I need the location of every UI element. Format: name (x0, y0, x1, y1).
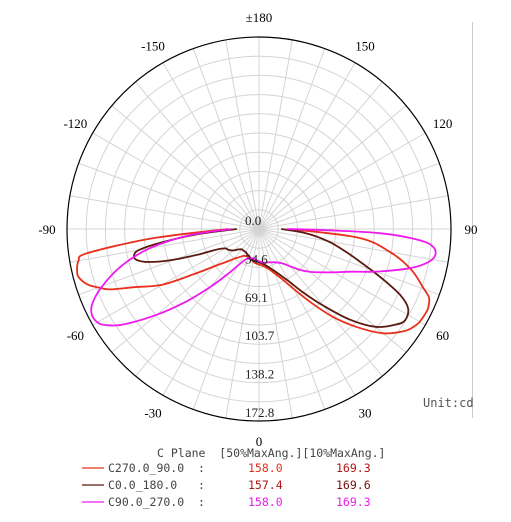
grid-spoke (258, 195, 449, 230)
row-value-50: 158.0 (248, 461, 283, 475)
unit-label: Unit:cd (423, 396, 474, 410)
row-value-10: 169.6 (336, 478, 371, 492)
radial-label: 34.6 (245, 251, 268, 266)
row-label: C270.0_90.0 : (108, 461, 205, 475)
radial-label: 172.8 (245, 405, 274, 420)
grid-spoke (258, 162, 440, 230)
angle-label: 120 (433, 116, 453, 131)
table-header: C Plane [50%MaxAng.][10%MaxAng.] (157, 446, 385, 460)
grid-spoke (258, 81, 383, 230)
grid-spoke (258, 228, 356, 396)
angle-label: -120 (63, 116, 87, 131)
curve-series-1 (133, 228, 410, 328)
grid-spoke (258, 105, 407, 230)
angle-label: ±180 (246, 10, 273, 25)
grid-spoke (69, 228, 260, 263)
angle-label: 90 (465, 222, 478, 237)
grid-spoke (258, 228, 407, 353)
grid-spoke (111, 105, 260, 230)
curve-series-0 (76, 228, 431, 335)
grid-spoke (69, 195, 260, 230)
grid-spoke (258, 228, 449, 263)
grid-spoke (258, 39, 293, 230)
row-value-10: 169.3 (336, 495, 371, 509)
grid-spoke (78, 228, 260, 296)
angle-label: -150 (141, 38, 165, 53)
grid-spoke (78, 162, 260, 230)
grid-spoke (162, 62, 260, 230)
angle-label: 150 (355, 38, 375, 53)
radial-label: 0.0 (245, 213, 261, 228)
grid-spoke (92, 228, 260, 326)
grid-spoke (258, 132, 426, 230)
radial-labels: 0.0 34.6 69.1 103.7 138.2 172.8 (245, 213, 275, 420)
intensity-curves (76, 228, 437, 335)
curve-series-2 (90, 228, 437, 327)
grid-spoke (92, 132, 260, 230)
row-value-10: 169.3 (336, 461, 371, 475)
grid-spoke (258, 228, 383, 377)
polar-grid (67, 37, 451, 421)
angle-label: -90 (38, 222, 55, 237)
legend-table: C Plane [50%MaxAng.][10%MaxAng.] C270.0_… (82, 446, 385, 509)
angle-label: 60 (436, 328, 449, 343)
radial-label: 69.1 (245, 290, 268, 305)
angle-label: 0 (256, 434, 263, 449)
grid-spoke (258, 228, 293, 419)
radial-label: 103.7 (245, 328, 275, 343)
grid-spoke (258, 228, 440, 296)
angle-label: -60 (67, 328, 84, 343)
grid-spoke (258, 62, 356, 230)
grid-spoke (258, 48, 326, 230)
grid-spoke (258, 228, 426, 326)
grid-spoke (192, 48, 260, 230)
table-rows: C270.0_90.0 : 158.0 169.3 C0.0_180.0 : 157.4… (82, 461, 371, 509)
row-label: C0.0_180.0 : (108, 478, 205, 492)
grid-spoke (258, 228, 326, 410)
grid-spoke (225, 39, 260, 230)
outer-circle (66, 36, 452, 422)
row-label: C90.0_270.0 : (108, 495, 205, 509)
grid-spoke (135, 81, 260, 230)
angle-labels: ±180 -150 150 -120 120 -90 90 -60 60 -30 30 0 (38, 10, 477, 449)
radial-label: 138.2 (245, 367, 274, 382)
angle-label: -30 (144, 406, 161, 421)
row-value-50: 157.4 (248, 478, 283, 492)
grid-spoke (135, 228, 260, 377)
angle-label: 30 (359, 406, 372, 421)
row-value-50: 158.0 (248, 495, 283, 509)
